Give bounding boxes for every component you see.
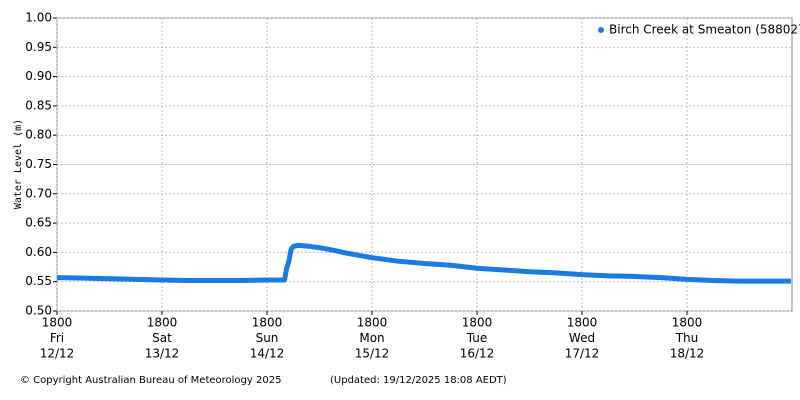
y-tick-label: 0.70 (25, 186, 52, 200)
x-tick-label: Mon (359, 331, 384, 345)
copyright: © Copyright Australian Bureau of Meteoro… (20, 375, 281, 386)
x-tick-label: 18/12 (670, 347, 705, 361)
x-tick-label: Wed (569, 331, 595, 345)
y-tick-label: 0.65 (25, 216, 52, 230)
x-tick-label: 1800 (462, 316, 493, 330)
x-tick-label: Sun (256, 331, 279, 345)
x-tick-label: 1800 (357, 316, 388, 330)
x-tick-label: Thu (675, 331, 699, 345)
x-tick-label: 17/12 (565, 347, 600, 361)
legend-label: Birch Creek at Smeaton (588027) (609, 23, 800, 37)
x-tick-label: 1800 (672, 316, 703, 330)
x-tick-label: Fri (50, 331, 64, 345)
y-tick-label: 0.55 (25, 274, 52, 288)
x-tick-label: 12/12 (40, 347, 75, 361)
x-tick-label: 1800 (252, 316, 283, 330)
x-tick-label: Tue (466, 331, 488, 345)
x-tick-label: 1800 (567, 316, 598, 330)
x-tick-label: 1800 (147, 316, 178, 330)
y-tick-label: 0.50 (25, 304, 52, 318)
x-tick-label: Sat (152, 331, 172, 345)
y-tick-label: 0.85 (25, 98, 52, 112)
data-line (56, 242, 791, 284)
x-tick-label: 14/12 (250, 347, 285, 361)
x-tick-label: 1800 (42, 316, 73, 330)
y-tick-label: 0.75 (25, 157, 52, 171)
y-tick-label: 1.00 (25, 11, 52, 25)
y-tick-label: 0.95 (25, 40, 52, 54)
x-tick-label: 15/12 (355, 347, 390, 361)
x-tick-label: 16/12 (460, 347, 495, 361)
y-tick-label: 0.90 (25, 69, 52, 83)
y-axis-label: Water Level (m) (13, 119, 24, 209)
updated-note: (Updated: 19/12/2025 18:08 AEDT) (330, 375, 507, 386)
legend-marker (598, 27, 604, 33)
y-tick-label: 0.60 (25, 245, 52, 259)
y-tick-label: 0.80 (25, 128, 52, 142)
x-tick-label: 13/12 (145, 347, 180, 361)
